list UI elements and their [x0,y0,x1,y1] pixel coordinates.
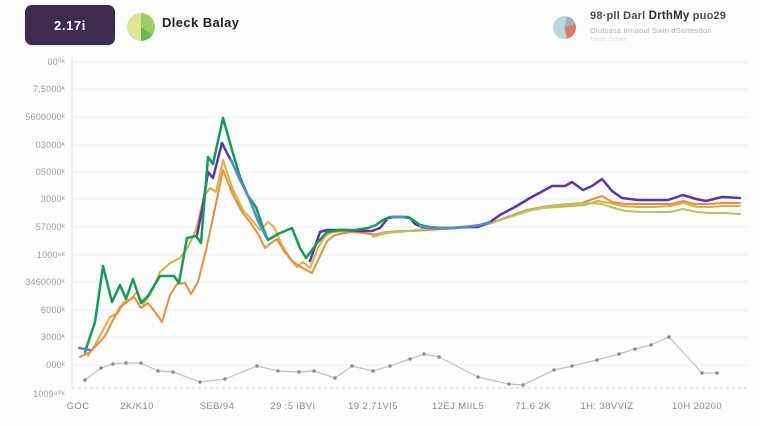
series-gray-dotted-marker [333,376,337,380]
series-gray-dotted-marker [350,364,354,368]
series-gray-dotted-marker [111,362,115,366]
series-gray-dotted-marker [715,371,719,375]
series-gray-dotted-marker [422,352,426,356]
stat-block: 98·pll Darl DrthMy puo29 Olutsasa tirnao… [590,10,727,43]
series-gray-dotted-marker [667,335,671,339]
y-axis-tick-label: 7,5000ᵏ [33,84,66,94]
series-gray-dotted-marker [297,370,301,374]
x-axis-tick-label: GOC [67,401,90,412]
series-gray-dotted-marker [198,380,202,384]
y-axis-tick-label: 5600000ᵏ [25,112,65,122]
series-gray-dotted-marker [139,361,143,365]
stat-prefix: 98·pll Darl [590,10,649,22]
y-axis-tick-label: 000ᵏ [46,360,66,370]
series-gray-dotted-marker [223,377,227,381]
y-axis-tick-label: 6000ᵏ [41,305,66,315]
x-axis-tick-label: 10H 20200 [672,401,722,412]
series-gray-dotted-marker [633,347,637,351]
metric-badge: 2.17i [25,5,115,45]
y-axis-tick-label: 3460000ᵏ [25,277,65,287]
series-yellow-line [87,159,741,357]
series-gray-dotted-marker [570,364,574,368]
series-gray-dotted-marker [649,343,653,347]
series-gray-dotted-marker [124,361,128,365]
stat-highlight: DrthMy [648,10,690,22]
page-title: Dleck Balay [162,15,240,30]
y-axis-tick-label: 3000ᵏ [41,194,66,204]
y-axis-tick-label: 00⁰ᵏ [48,57,66,67]
stat-note: Mwok Grhwn [590,37,628,43]
series-gray-dotted-marker [521,383,525,387]
y-axis-tick-label: 3000ᵏ [41,332,66,342]
series-gray-dotted-marker [312,369,316,373]
series-green-line [83,116,464,354]
x-axis-tick-label: 2K/K10 [120,401,154,412]
y-axis-tick-label: 03000ᵏ [36,140,66,150]
metric-badge-value: 2.17i [54,17,86,33]
series-gray-dotted-marker [255,364,259,368]
x-axis-tick-label: 71.6 2K [515,401,551,412]
x-axis-tick-label: 12EJ MIIL5 [432,401,484,412]
series-gray-dotted-marker [437,355,441,359]
series-orange-line [79,169,741,358]
y-axis-tick-label: 1009⁹⁰ᵏ [33,389,66,399]
series-gray-dotted-marker [156,369,160,373]
pie-chart-icon [553,16,576,39]
series-gray-dotted-marker [507,382,511,386]
x-axis-tick-label: 19 2.71VI5 [348,401,398,412]
y-axis-tick-label: 05000ᵏ [36,167,66,177]
series-gray-dotted-marker [552,368,556,372]
series-gray-dotted-marker [617,352,621,356]
series-blue-line [229,158,268,239]
series-gray-dotted-marker [595,358,599,362]
x-axis-tick-label: 1H: 38VVIZ [580,401,633,412]
series-gray-dotted-marker [171,370,175,374]
series-gray-dotted-marker [388,364,392,368]
series-blue-line [77,346,92,352]
series-gray-dotted-marker [476,375,480,379]
y-axis-tick-label: 57000ᵏ [36,222,66,232]
donut-chart-icon [127,13,155,41]
y-axis-tick-label: 1000⁹ᵏ [37,250,66,260]
series-gray-dotted-marker [371,369,375,373]
series-gray-dotted-marker [408,357,412,361]
x-axis-tick-label: SEB/94 [200,401,235,412]
series-gray-dotted-marker [83,378,87,382]
series-gray-dotted-marker [99,366,103,370]
stat-subtitle: Olutsasa tirnaoul Swin dSartesdon [590,25,712,35]
series-blue-line [418,220,492,230]
stat-suffix: puo29 [689,10,727,22]
series-gray-dotted-marker [700,371,704,375]
series-purple-line [308,177,742,263]
series-gray-dotted-line [84,336,718,386]
stat-line: 98·pll Darl DrthMy puo29 [590,10,727,23]
series-gray-dotted-marker [276,369,280,373]
x-axis-tick-label: 29 :5 iBVI [270,401,315,412]
